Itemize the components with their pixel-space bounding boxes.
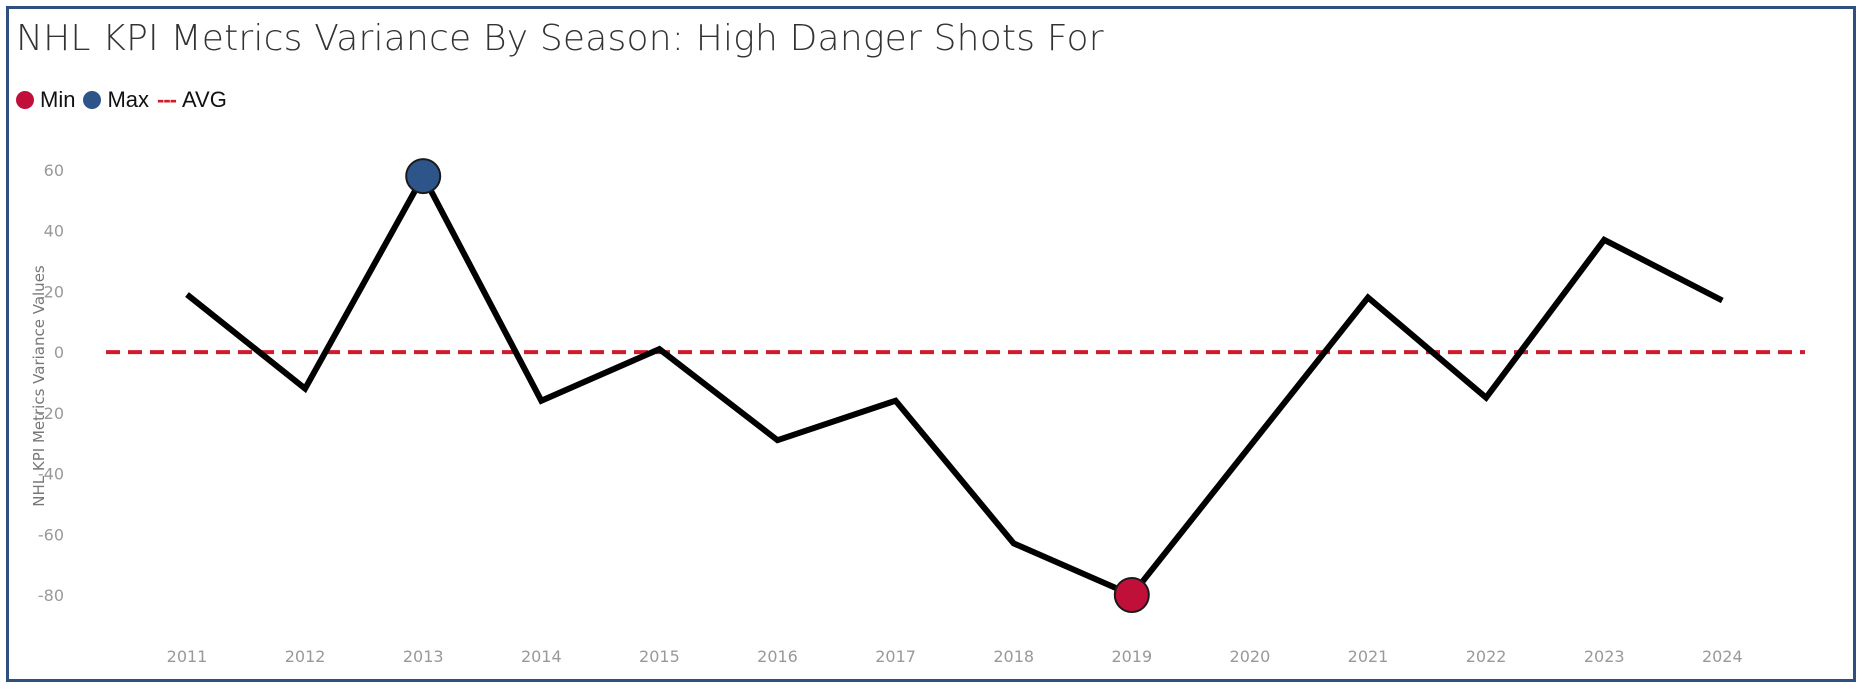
x-tick-label: 2021 [1348,647,1389,666]
y-tick-label: 40 [44,222,64,241]
x-tick-label: 2012 [285,647,326,666]
x-tick-label: 2020 [1230,647,1271,666]
x-tick-label: 2015 [639,647,680,666]
x-tick-label: 2024 [1702,647,1743,666]
x-tick-label: 2013 [403,647,444,666]
legend-item-avg: --- AVG [157,87,227,113]
y-axis-title: NHL KPI Metrics Variance Values [30,265,48,507]
x-tick-label: 2017 [875,647,916,666]
y-tick-label: -80 [38,586,64,605]
series-line [185,169,1724,599]
max-marker [405,158,442,195]
x-tick-label: 2019 [1111,647,1152,666]
min-marker [1113,577,1150,613]
y-tick-label: -20 [38,404,64,423]
x-tick-label: 2023 [1584,647,1625,666]
x-tick-label: 2011 [167,647,208,666]
x-tick-label: 2018 [993,647,1034,666]
y-tick-label: -40 [38,465,64,484]
legend-max-swatch [83,91,102,109]
chart-frame [6,6,1856,682]
y-tick-label: -60 [38,525,64,544]
legend-avg-label: AVG [182,87,227,112]
legend-min-swatch [16,91,34,109]
x-tick-label: 2014 [521,647,562,666]
legend-item-min: Min [16,87,75,113]
x-tick-label: 2022 [1466,647,1507,666]
legend-item-max: Max [83,87,149,113]
legend: Min Max --- AVG [16,86,227,114]
legend-avg-swatch: --- [157,87,177,112]
y-tick-label: 0 [54,343,64,362]
legend-min-label: Min [40,87,76,112]
x-tick-label: 2016 [757,647,798,666]
chart-title: NHL KPI Metrics Variance By Season: High… [16,18,1104,59]
y-tick-label: 60 [44,161,64,180]
legend-max-label: Max [107,87,150,112]
y-tick-label: 20 [44,282,64,301]
